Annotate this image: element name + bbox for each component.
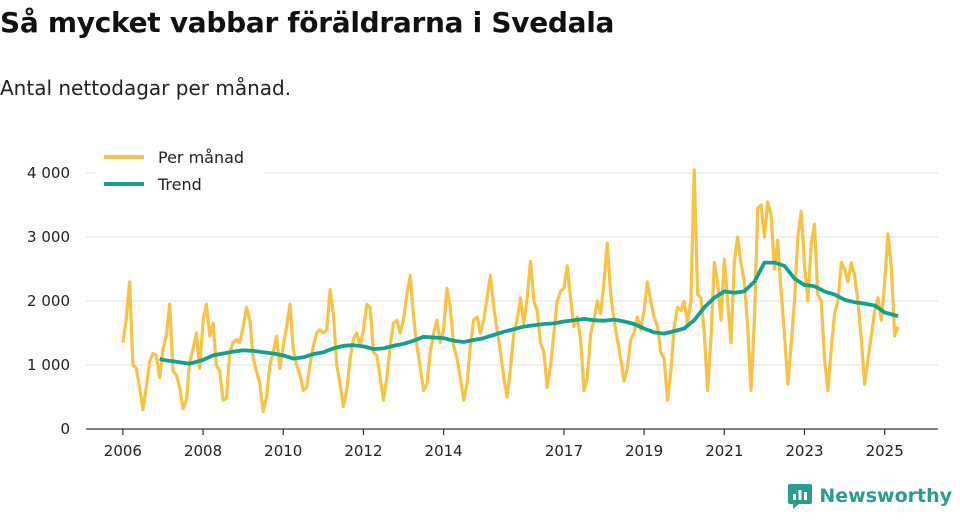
series-line-per-manad [121, 168, 900, 414]
x-tick-label: 2010 [264, 442, 302, 460]
x-tick-label: 2019 [625, 442, 663, 460]
y-tick-label: 0 [60, 420, 70, 438]
x-tick-label: 2023 [785, 442, 823, 460]
y-tick-label: 1 000 [27, 356, 70, 374]
newsworthy-logo: Newsworthy [787, 482, 952, 510]
x-tick-label: 2021 [705, 442, 743, 460]
x-tick-label: 2025 [866, 442, 904, 460]
legend-label-per-manad: Per månad [158, 148, 244, 167]
y-axis-ticks: 0 1 000 2 000 3 000 4 000 [27, 164, 70, 438]
y-tick-label: 3 000 [27, 228, 70, 246]
page-title: Så mycket vabbar föräldrarna i Svedala [0, 6, 615, 39]
x-axis: 2006 2008 2010 2012 2014 2017 2019 2021 2023 2025 [86, 428, 938, 460]
x-tick-label: 2017 [545, 442, 583, 460]
legend-background [96, 143, 264, 203]
legend: Per månad Trend [96, 143, 264, 203]
x-tick-label: 2012 [344, 442, 382, 460]
series-line-trend [159, 260, 899, 366]
brand-name: Newsworthy [819, 485, 952, 507]
y-tick-label: 2 000 [27, 292, 70, 310]
x-tick-label: 2014 [425, 442, 463, 460]
x-tick-label: 2008 [184, 442, 222, 460]
page-subtitle: Antal nettodagar per månad. [0, 76, 292, 100]
newsworthy-logo-icon [788, 484, 813, 509]
legend-label-trend: Trend [157, 175, 202, 194]
y-tick-label: 4 000 [27, 164, 70, 182]
x-tick-label: 2006 [104, 442, 142, 460]
